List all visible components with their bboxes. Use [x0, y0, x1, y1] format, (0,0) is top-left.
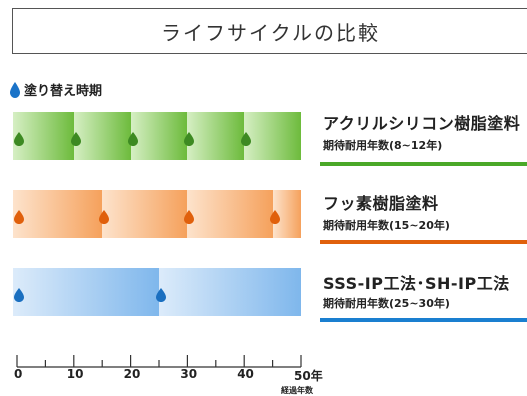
product-name-sss-ip: SSS-IP工法･SH-IP工法 [323, 274, 510, 293]
lifecycle-band-fluororesin [13, 190, 301, 238]
product-name-fluororesin: フッ素樹脂塗料 [323, 194, 439, 213]
lifecycle-segment [244, 112, 301, 160]
repaint-drop-icon [184, 132, 195, 146]
lifecycle-segment [130, 112, 188, 160]
axis-tick-label: 10 [66, 367, 84, 381]
product-underline-sss-ip [320, 318, 527, 322]
product-name-acrylic-silicone: アクリルシリコン樹脂塗料 [323, 114, 521, 133]
lifecycle-segment [187, 112, 245, 160]
lifecycle-band-sss-ip [13, 268, 301, 316]
lifecycle-segment [13, 190, 103, 238]
axis-tick-label: 0 [14, 367, 23, 381]
repaint-drop-icon [156, 288, 166, 302]
years-axis [16, 355, 302, 368]
repaint-drop-icon [269, 210, 280, 224]
lifecycle-segment [13, 268, 159, 316]
repaint-drop-icon [241, 132, 252, 146]
page-title: ライフサイクルの比較 [161, 21, 380, 45]
legend-label: 塗り替え時期 [24, 84, 103, 99]
lifecycle-segment [13, 112, 74, 160]
water-drop-icon [10, 81, 20, 98]
product-underline-acrylic-silicone [320, 162, 527, 166]
product-life-sss-ip: 期待耐用年数(25~30年) [323, 297, 450, 310]
repaint-drop-icon [127, 132, 138, 146]
lifecycle-segment [187, 190, 273, 238]
repaint-drop-icon [14, 210, 24, 224]
axis-unit-label: 経過年数 [281, 386, 313, 395]
axis-tick-label: 40 [237, 367, 254, 381]
repaint-drop-icon [14, 288, 24, 302]
lifecycle-segment [73, 112, 131, 160]
axis-tick-label: 50年 [294, 369, 323, 383]
product-underline-fluororesin [320, 240, 527, 244]
repaint-drop-icon [99, 210, 110, 224]
product-life-acrylic-silicone: 期待耐用年数(8~12年) [323, 139, 443, 152]
lifecycle-segment [159, 268, 301, 316]
product-life-fluororesin: 期待耐用年数(15~20年) [323, 219, 450, 232]
repaint-drop-icon [184, 210, 195, 224]
lifecycle-band-acrylic-silicone [13, 112, 301, 160]
repaint-drop-icon [70, 132, 81, 146]
repaint-drop-icon [14, 132, 24, 146]
legend: 塗り替え時期 [10, 80, 102, 99]
title-box: ライフサイクルの比較 [12, 8, 527, 54]
axis-tick-label: 30 [180, 367, 198, 381]
lifecycle-segment [102, 190, 188, 238]
axis-tick-label: 20 [123, 367, 141, 381]
